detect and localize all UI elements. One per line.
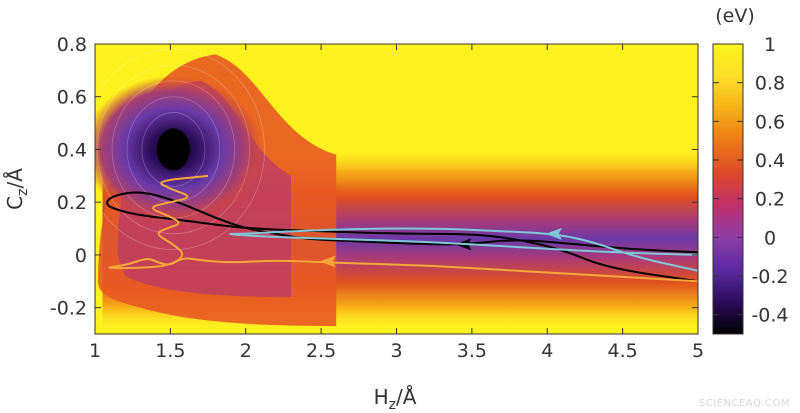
x-tick-label: 5: [692, 340, 704, 362]
trajectory-arrow: [545, 227, 562, 240]
x-tick-label: 3: [390, 340, 402, 362]
y-tick-label: 0.2: [57, 192, 87, 214]
plot-area: [95, 44, 698, 334]
colorbar-ticks: 1 0.8 0.6 0.4 0.2 0 -0.2 -0.4: [713, 34, 789, 327]
colorbar-tick-label: 1: [764, 34, 776, 56]
trajectory-line: [229, 227, 698, 272]
x-tick-label: 2: [240, 340, 252, 362]
y-tick-label: -0.2: [50, 298, 87, 320]
global-minimum-core: [156, 128, 190, 171]
y-tick-label: 0.4: [57, 139, 87, 161]
y-tick-label: 0.6: [57, 87, 87, 109]
x-tick-label: 1.5: [155, 340, 185, 362]
contour-line: [95, 48, 265, 251]
trajectories: [106, 174, 698, 283]
x-tick-label: 4.5: [608, 340, 638, 362]
x-tick-label: 3.5: [457, 340, 487, 362]
trajectory-line: [108, 174, 698, 283]
x-tick-label: 2.5: [306, 340, 336, 362]
y-axis-label-sub: z: [15, 189, 31, 196]
y-axis-label-unit: /Å: [3, 168, 27, 189]
colorbar-tick-label: -0.2: [751, 266, 788, 288]
x-axis-ticks: 1 1.5 2 2.5 3 3.5 4 4.5 5: [89, 44, 704, 362]
y-tick-label: 0: [75, 245, 87, 267]
colorbar-tick-label: 0: [764, 227, 776, 249]
watermark: SCIENCEAQ.COM: [699, 398, 790, 409]
trajectory-arrow: [319, 255, 336, 268]
x-tick-label: 4: [541, 340, 553, 362]
y-axis-label: Cz/Å: [3, 168, 31, 210]
y-axis-ticks: 0.8 0.6 0.4 0.2 0 -0.2: [50, 34, 698, 320]
y-axis-label-main: C: [3, 196, 27, 210]
colorbar-tick-label: -0.4: [751, 305, 788, 327]
y-tick-label: 0.8: [57, 34, 87, 56]
x-axis-label-unit: /Å: [396, 385, 417, 409]
x-tick-label: 1: [89, 340, 101, 362]
colorbar-tick-label: 0.4: [755, 150, 785, 172]
contour-line: [141, 112, 206, 187]
colorbar-tick-label: 0.8: [755, 73, 785, 95]
energy-surface: [95, 48, 698, 329]
colorbar-tick-label: 0.2: [755, 189, 785, 211]
colorbar: 1 0.8 0.6 0.4 0.2 0 -0.2 -0.4 (eV): [712, 5, 789, 335]
colorbar-bar: [712, 43, 744, 335]
colorbar-unit: (eV): [715, 5, 755, 27]
x-axis-label: Hz/Å: [374, 385, 417, 413]
x-axis-label-sub: z: [389, 397, 396, 413]
colorbar-tick-label: 0.6: [755, 111, 785, 133]
x-axis-label-main: H: [374, 385, 389, 409]
